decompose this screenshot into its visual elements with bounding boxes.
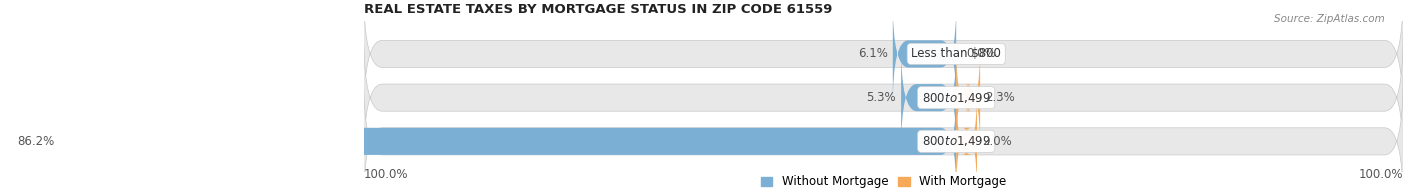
- Legend: Without Mortgage, With Mortgage: Without Mortgage, With Mortgage: [756, 171, 1011, 193]
- Text: $800 to $1,499: $800 to $1,499: [922, 91, 991, 105]
- Text: REAL ESTATE TAXES BY MORTGAGE STATUS IN ZIP CODE 61559: REAL ESTATE TAXES BY MORTGAGE STATUS IN …: [364, 3, 832, 16]
- FancyBboxPatch shape: [364, 33, 1403, 163]
- FancyBboxPatch shape: [364, 0, 1403, 119]
- FancyBboxPatch shape: [893, 2, 956, 106]
- Text: 2.0%: 2.0%: [983, 135, 1012, 148]
- FancyBboxPatch shape: [364, 76, 1403, 196]
- Text: Less than $800: Less than $800: [911, 47, 1001, 60]
- Text: 100.0%: 100.0%: [364, 168, 408, 181]
- Text: 0.0%: 0.0%: [966, 47, 997, 60]
- FancyBboxPatch shape: [956, 89, 977, 193]
- Text: 6.1%: 6.1%: [858, 47, 887, 60]
- FancyBboxPatch shape: [60, 89, 956, 193]
- Text: Source: ZipAtlas.com: Source: ZipAtlas.com: [1274, 14, 1385, 24]
- FancyBboxPatch shape: [956, 46, 980, 150]
- Text: 2.3%: 2.3%: [986, 91, 1015, 104]
- Text: 100.0%: 100.0%: [1358, 168, 1403, 181]
- Text: $800 to $1,499: $800 to $1,499: [922, 134, 991, 148]
- FancyBboxPatch shape: [901, 46, 956, 150]
- Text: 5.3%: 5.3%: [866, 91, 896, 104]
- Text: 86.2%: 86.2%: [18, 135, 55, 148]
